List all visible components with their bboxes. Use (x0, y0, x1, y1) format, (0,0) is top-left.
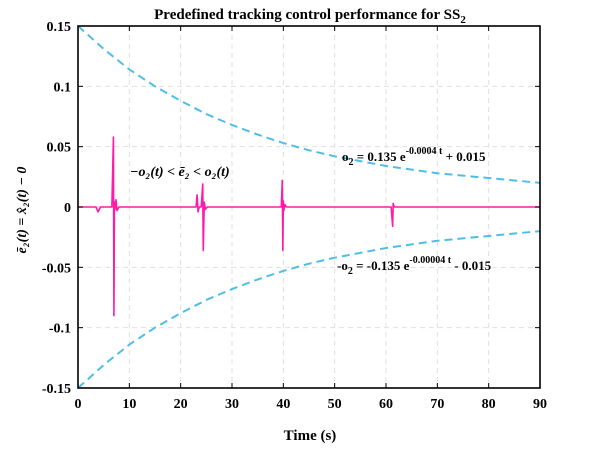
tick-layer: 0 10 20 30 40 50 60 70 80 90 -0.15 -0.1 -0.05 0 0.05 0.… (42, 20, 547, 412)
lower-bound-label-tail: - 0.015 (451, 258, 492, 273)
lower-bound-label-text: = -0.135 e (353, 258, 410, 273)
y-tick-label: 0.1 (54, 80, 72, 95)
upper-bound-label: o2 = 0.135 e-0.0004 t + 0.015 (342, 146, 486, 168)
inequality-label: −o₂(t) < ē₂ < o₂(t) (130, 165, 230, 180)
series-lower-bound (77, 230, 541, 389)
y-tick-label: -0.15 (42, 382, 71, 397)
chart-title-main: Predefined tracking control performance … (154, 7, 460, 23)
lower-bound-label: -o2 = -0.135 e-0.00004 t - 0.015 (337, 255, 492, 277)
x-tick-label: 40 (276, 397, 290, 412)
x-tick-label: 90 (533, 397, 547, 412)
series-upper-bound (77, 25, 541, 184)
x-tick-label: 60 (379, 397, 393, 412)
x-tick-label: 30 (225, 397, 239, 412)
lower-bound-label-superscript: -0.00004 t (409, 255, 451, 266)
series-error (78, 136, 540, 317)
x-tick-label: 80 (482, 397, 496, 412)
series-layer (77, 25, 541, 389)
upper-bound-label-text: = 0.135 e (354, 149, 406, 164)
upper-bound-label-prefix: o (342, 149, 349, 164)
y-tick-label: -0.1 (49, 322, 71, 337)
x-tick-label: 0 (75, 397, 82, 412)
x-tick-label: 70 (430, 397, 444, 412)
lower-bound-label-prefix: -o (337, 258, 348, 273)
x-axis-label: Time (s) (284, 428, 337, 444)
y-tick-label: 0 (64, 201, 71, 216)
y-tick-label: -0.05 (42, 261, 71, 276)
y-axis-label: ē₂(t) = x̂₂(t) − 0 (15, 167, 30, 254)
upper-bound-label-superscript: -0.0004 t (406, 146, 443, 157)
chart-title: Predefined tracking control performance … (154, 7, 466, 26)
upper-bound-label-tail: + 0.015 (442, 149, 486, 164)
y-tick-label: 0.15 (47, 20, 72, 35)
x-tick-label: 50 (328, 397, 342, 412)
chart-title-subscript: 2 (460, 14, 466, 26)
x-tick-label: 20 (174, 397, 188, 412)
upper-bound-label-subscript: 2 (349, 157, 354, 168)
y-tick-label: 0.05 (47, 141, 72, 156)
lower-bound-label-subscript: 2 (348, 266, 353, 277)
x-tick-label: 10 (122, 397, 136, 412)
